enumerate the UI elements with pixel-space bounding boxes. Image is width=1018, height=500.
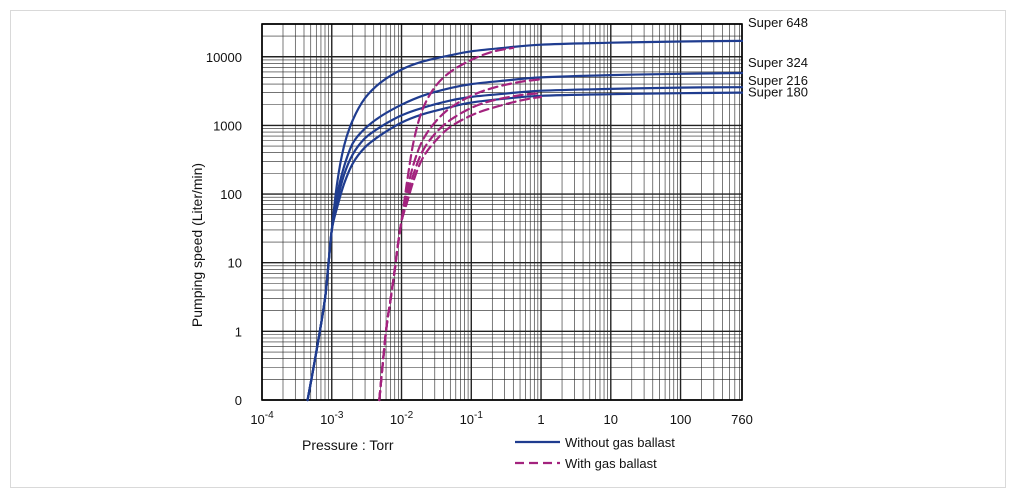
y-tick-label: 1000 bbox=[213, 118, 242, 133]
series-label-super-324: Super 324 bbox=[748, 55, 808, 70]
series-layer bbox=[306, 39, 744, 402]
x-tick-label: 10 bbox=[604, 412, 618, 427]
y-tick-label: 0 bbox=[235, 393, 242, 408]
series-line-super-648 bbox=[306, 39, 744, 402]
y-tick-label: 10 bbox=[228, 256, 242, 271]
chart-frame bbox=[10, 10, 1006, 488]
x-tick-label: 10-1 bbox=[460, 410, 484, 427]
series-label-super-180: Super 180 bbox=[748, 85, 808, 100]
plot-border bbox=[261, 23, 743, 401]
y-axis-title: Pumping speed (Liter/min) bbox=[189, 163, 205, 327]
y-tick-label: 1 bbox=[235, 324, 242, 339]
x-axis-title: Pressure : Torr bbox=[302, 437, 394, 453]
x-tick-label: 1 bbox=[537, 412, 544, 427]
x-tick-label: 760 bbox=[731, 412, 753, 427]
legend-label-with-gas-ballast: With gas ballast bbox=[565, 456, 657, 471]
series-line-super-216 bbox=[306, 86, 744, 402]
y-tick-label: 10000 bbox=[206, 50, 242, 65]
series-label-super-648: Super 648 bbox=[748, 15, 808, 30]
grid-minor bbox=[262, 23, 742, 400]
y-tick-label: 100 bbox=[220, 187, 242, 202]
series-label-super-216: Super 216 bbox=[748, 73, 808, 88]
x-tick-labels: 10-4 10-3 10-2 10-1 1 10 100 760 bbox=[250, 410, 753, 427]
y-tick-labels: 0 1 10 100 1000 10000 bbox=[206, 50, 242, 408]
series-line-with-gas-ballast-7 bbox=[378, 95, 543, 402]
x-tick-label: 10-2 bbox=[390, 410, 414, 427]
legend: Without gas ballast With gas ballast bbox=[515, 435, 675, 471]
legend-label-without-gas-ballast: Without gas ballast bbox=[565, 435, 675, 450]
x-tick-label: 10-3 bbox=[320, 410, 344, 427]
x-tick-label: 100 bbox=[670, 412, 692, 427]
series-line-super-180 bbox=[306, 91, 744, 402]
series-line-super-324 bbox=[306, 71, 744, 402]
x-tick-label: 10-4 bbox=[250, 410, 274, 427]
series-line-with-gas-ballast-6 bbox=[378, 92, 543, 402]
